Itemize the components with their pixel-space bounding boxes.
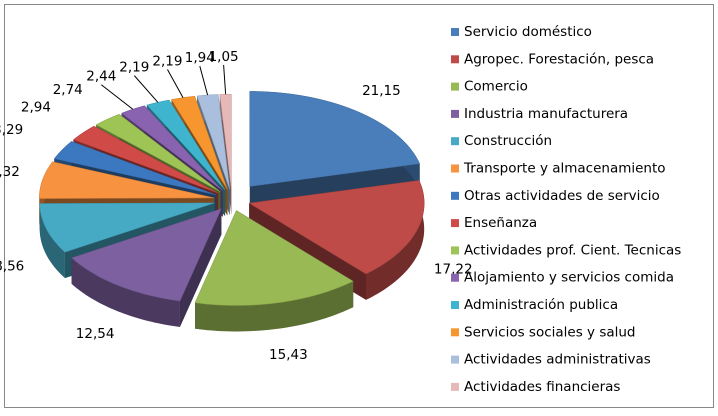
legend-label: Actividades prof. Cient. Tecnicas bbox=[464, 242, 681, 258]
slice bbox=[71, 208, 222, 302]
legend-label: Enseñanza bbox=[464, 215, 537, 231]
legend-swatch bbox=[451, 382, 459, 391]
leader-line bbox=[133, 75, 159, 103]
legend-swatch bbox=[451, 219, 459, 228]
legend-swatch bbox=[451, 273, 459, 282]
slice-side bbox=[39, 203, 65, 279]
slice bbox=[72, 125, 219, 194]
data-label: 2,94 bbox=[21, 100, 51, 116]
data-label: 17,22 bbox=[434, 261, 473, 277]
data-label: 3,29 bbox=[0, 122, 23, 138]
legend-label: Agropec. Forestación, pesca bbox=[464, 51, 654, 67]
legend-label: Actividades financieras bbox=[464, 379, 620, 395]
data-label: 1,94 bbox=[185, 50, 215, 66]
data-label: 8,56 bbox=[0, 258, 24, 274]
legend-label: Transporte y almacenamiento bbox=[463, 161, 666, 177]
legend-swatch bbox=[451, 246, 459, 255]
slice bbox=[39, 202, 215, 253]
data-label: 2,74 bbox=[53, 82, 83, 98]
leader-line bbox=[199, 65, 209, 96]
data-label: 2,19 bbox=[119, 60, 149, 76]
legend-swatch bbox=[451, 355, 459, 364]
legend-swatch bbox=[451, 191, 459, 200]
slice-side bbox=[71, 257, 180, 328]
legend-label: Administración publica bbox=[464, 297, 618, 313]
leader-line bbox=[167, 69, 184, 98]
slice bbox=[95, 113, 221, 192]
legend-label: Alojamiento y servicios comida bbox=[464, 270, 674, 286]
slice-side bbox=[365, 180, 425, 300]
legend-label: Industria manufacturera bbox=[464, 106, 628, 122]
data-label: 21,15 bbox=[362, 83, 401, 99]
leader-line bbox=[101, 84, 134, 110]
legend-swatch bbox=[451, 28, 459, 36]
slice bbox=[39, 161, 215, 199]
data-label: 6,32 bbox=[0, 164, 20, 180]
data-label: 2,44 bbox=[86, 69, 116, 85]
legend-label: Construcción bbox=[464, 133, 552, 149]
legend-label: Servicio doméstico bbox=[464, 24, 592, 40]
slice bbox=[121, 105, 223, 191]
legend-swatch bbox=[451, 164, 459, 173]
legend-label: Servicios sociales y salud bbox=[464, 324, 636, 340]
slice-side bbox=[194, 281, 354, 332]
legend-swatch bbox=[451, 109, 459, 118]
slice-side bbox=[179, 208, 222, 328]
legend-label: Otras actividades de servicio bbox=[464, 188, 660, 204]
legend-swatch bbox=[451, 137, 459, 146]
slice bbox=[249, 91, 421, 187]
legend-label: Actividades administrativas bbox=[464, 352, 651, 368]
data-label: 2,19 bbox=[152, 54, 182, 70]
slice bbox=[194, 210, 354, 306]
legend-swatch bbox=[451, 82, 459, 91]
data-label: 1,05 bbox=[209, 49, 239, 65]
data-label: 15,43 bbox=[269, 347, 308, 363]
slice bbox=[196, 94, 230, 190]
data-label: 12,54 bbox=[76, 326, 115, 342]
slice bbox=[248, 180, 425, 275]
legend-swatch bbox=[451, 328, 459, 337]
legend-swatch bbox=[451, 301, 459, 309]
slice bbox=[53, 141, 217, 196]
legend-label: Comercio bbox=[464, 79, 528, 95]
legend-swatch bbox=[451, 55, 459, 64]
leader-line bbox=[223, 64, 227, 95]
